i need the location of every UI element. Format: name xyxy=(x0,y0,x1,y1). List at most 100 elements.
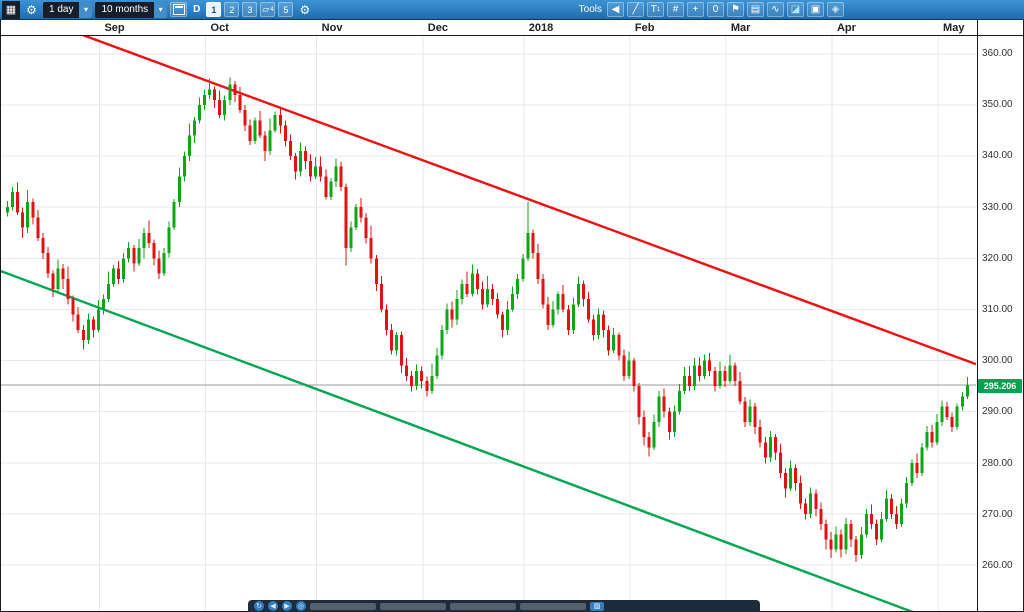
range-dropdown[interactable]: 10 months ▾ xyxy=(95,1,168,18)
candle-body xyxy=(743,401,747,422)
candle-body xyxy=(243,110,247,126)
candle-body xyxy=(521,258,525,279)
resistance-trendline[interactable] xyxy=(16,36,976,366)
prev-arrow-icon[interactable]: ◀ xyxy=(268,601,278,611)
chevron-down-icon[interactable]: ▾ xyxy=(154,1,168,18)
printer-icon[interactable]: ▣ xyxy=(807,2,824,17)
candle-body xyxy=(299,151,303,172)
candle-body xyxy=(384,309,388,330)
candle-body xyxy=(339,166,343,187)
candle-body xyxy=(21,212,25,228)
candle-body xyxy=(864,513,868,535)
eraser-tool-icon[interactable]: ◪ xyxy=(787,2,804,17)
target-icon[interactable]: ◎ xyxy=(296,601,306,611)
candle-body xyxy=(96,309,100,330)
candle-body xyxy=(718,370,722,387)
bottom-tab-placeholder[interactable] xyxy=(310,602,376,610)
candle-body xyxy=(945,406,949,417)
chart-settings-gear-icon[interactable]: ⚙ xyxy=(299,2,311,17)
refresh-icon[interactable]: ↻ xyxy=(254,601,264,611)
candle-body xyxy=(920,447,924,473)
candle-body xyxy=(768,437,772,458)
price-tick-label: 330.00 xyxy=(982,201,1013,213)
candle-body xyxy=(91,319,95,330)
price-tick-label: 310.00 xyxy=(982,303,1013,315)
crosshair-tool-icon[interactable]: + xyxy=(687,2,704,17)
candle-body xyxy=(248,125,252,141)
candle-body xyxy=(905,483,909,504)
candle-body xyxy=(132,248,136,264)
candle-body xyxy=(344,186,348,249)
month-axis[interactable]: Sep Oct Nov Dec 2018 Feb Mar Apr May xyxy=(1,20,1023,36)
candle-body xyxy=(359,207,363,218)
layout-button-4[interactable]: ▱ 4 xyxy=(260,2,276,17)
candle-body xyxy=(405,365,409,376)
settings-gear-icon[interactable]: ⚙ xyxy=(26,2,37,17)
next-arrow-icon[interactable]: ▶ xyxy=(282,601,292,611)
price-tick-label: 320.00 xyxy=(982,252,1013,264)
candle-body xyxy=(420,370,424,381)
candle-body xyxy=(576,283,580,305)
candle-body xyxy=(31,202,35,218)
candle-body xyxy=(197,105,201,121)
zero-marker-tool-icon[interactable]: 0 xyxy=(707,2,724,17)
candle-body xyxy=(182,156,186,177)
candle-body xyxy=(172,202,176,228)
candle-body xyxy=(647,437,651,448)
candle-body xyxy=(703,360,707,376)
layout-button-3[interactable]: 3 xyxy=(242,2,258,17)
paint-themes-icon[interactable]: ◈ xyxy=(827,2,844,17)
price-axis[interactable]: 295.206 360.00 350.00 340.00 330.00 320.00 31… xyxy=(978,20,1023,611)
candle-body xyxy=(309,161,313,177)
chevron-down-icon[interactable]: ▾ xyxy=(79,1,93,18)
candle-body xyxy=(137,248,141,264)
candle-body xyxy=(349,227,353,249)
palette-mini-icon[interactable]: ▨ xyxy=(590,601,604,611)
panel-tool-icon[interactable]: ▤ xyxy=(747,2,764,17)
tools-collapse-button[interactable]: ◀ xyxy=(607,2,624,17)
candle-body xyxy=(622,355,626,376)
layout-button-1[interactable]: 1 xyxy=(206,2,222,17)
wave-tool-icon[interactable]: ∿ xyxy=(767,2,784,17)
candle-body xyxy=(76,314,80,330)
menu-grid-icon[interactable]: ▦ xyxy=(2,0,20,19)
gridlines-tool-icon[interactable]: # xyxy=(667,2,684,17)
candle-body xyxy=(819,508,823,525)
candle-body xyxy=(41,237,45,254)
candlestick-chart[interactable] xyxy=(1,36,976,611)
bottom-tab-placeholder[interactable] xyxy=(450,602,516,610)
candle-body xyxy=(81,329,85,341)
candle-body xyxy=(208,89,212,95)
plot-area[interactable] xyxy=(1,36,977,611)
candle-body xyxy=(273,115,277,131)
candle-body xyxy=(844,524,848,550)
candle-body xyxy=(354,207,358,228)
period-dropdown-value: 1 day xyxy=(49,4,74,15)
flag-tool-icon[interactable]: ⚑ xyxy=(727,2,744,17)
support-trendline[interactable] xyxy=(1,269,930,611)
candle-body xyxy=(773,437,777,453)
candle-body xyxy=(556,294,560,310)
bottom-tab-placeholder[interactable] xyxy=(520,602,586,610)
layout-button-2[interactable]: 2 xyxy=(224,2,240,17)
calendar-icon-button[interactable] xyxy=(170,2,188,17)
candle-body xyxy=(955,406,959,428)
candle-body xyxy=(268,130,272,151)
candle-body xyxy=(369,237,373,259)
month-label: Oct xyxy=(210,22,229,34)
bottom-tab-placeholder[interactable] xyxy=(380,602,446,610)
candle-body xyxy=(152,243,156,259)
layout-button-5[interactable]: 5 xyxy=(278,2,294,17)
candle-body xyxy=(324,176,328,197)
candle-body xyxy=(122,258,126,279)
month-label: 2018 xyxy=(528,22,554,34)
calendar-icon xyxy=(172,4,185,15)
last-price-badge: 295.206 xyxy=(978,378,1022,393)
candle-body xyxy=(874,524,878,540)
trendline-tool-icon[interactable]: ╱ xyxy=(627,2,644,17)
period-dropdown[interactable]: 1 day ▾ xyxy=(43,1,93,18)
candle-body xyxy=(637,386,641,417)
candle-body xyxy=(794,467,798,484)
candle-body xyxy=(869,513,873,525)
